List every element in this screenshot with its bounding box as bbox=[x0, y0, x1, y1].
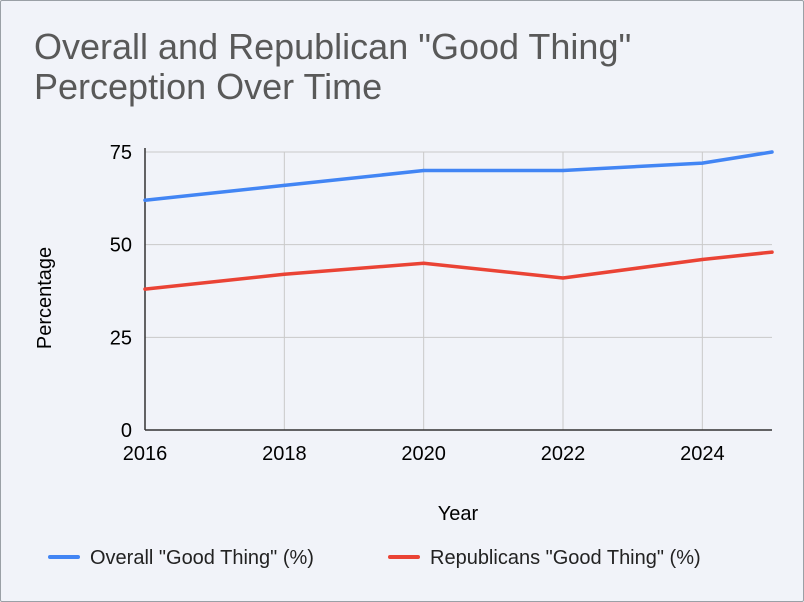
series-line-2 bbox=[143, 250, 774, 291]
series-2-point-2025 bbox=[770, 250, 774, 254]
x-axis-label: Year bbox=[438, 503, 479, 525]
y-axis-label: Percentage bbox=[34, 247, 56, 349]
x-tick-label-2020: 2020 bbox=[401, 443, 446, 465]
legend: Overall "Good Thing" (%) Republicans "Goo… bbox=[48, 547, 701, 569]
x-tick-label-2024: 2024 bbox=[680, 443, 725, 465]
series-1-point-2016 bbox=[143, 198, 147, 202]
chart-title: Overall and Republican "Good Thing" Perc… bbox=[34, 26, 632, 107]
series-line-1 bbox=[143, 150, 774, 202]
x-tick-label-2018: 2018 bbox=[262, 443, 307, 465]
series-2-point-2024 bbox=[700, 257, 704, 262]
y-tick-label-25: 25 bbox=[110, 327, 132, 349]
series-1-point-2025 bbox=[770, 150, 774, 154]
grid-lines bbox=[145, 151, 772, 430]
legend-label-1: Overall "Good Thing" (%) bbox=[90, 547, 314, 569]
series-2-point-2022 bbox=[561, 276, 565, 280]
series-2-point-2018 bbox=[282, 272, 286, 276]
tick-labels: 0 25 50 75 2016 2018 2020 2022 2024 bbox=[110, 142, 725, 465]
x-tick-label-2022: 2022 bbox=[541, 443, 586, 465]
series-1-point-2024 bbox=[700, 161, 704, 165]
series-2-point-2016 bbox=[143, 287, 147, 291]
series-1-point-2020 bbox=[422, 168, 426, 173]
y-tick-label-75: 75 bbox=[110, 142, 132, 164]
series-1-point-2018 bbox=[282, 183, 286, 187]
y-tick-label-0: 0 bbox=[121, 420, 132, 442]
series-lines bbox=[143, 150, 774, 291]
series-1-point-2022 bbox=[561, 168, 565, 173]
legend-label-2: Republicans "Good Thing" (%) bbox=[430, 547, 701, 569]
series-2-point-2020 bbox=[422, 261, 426, 265]
x-tick-label-2016: 2016 bbox=[123, 443, 168, 465]
y-tick-label-50: 50 bbox=[110, 235, 132, 257]
